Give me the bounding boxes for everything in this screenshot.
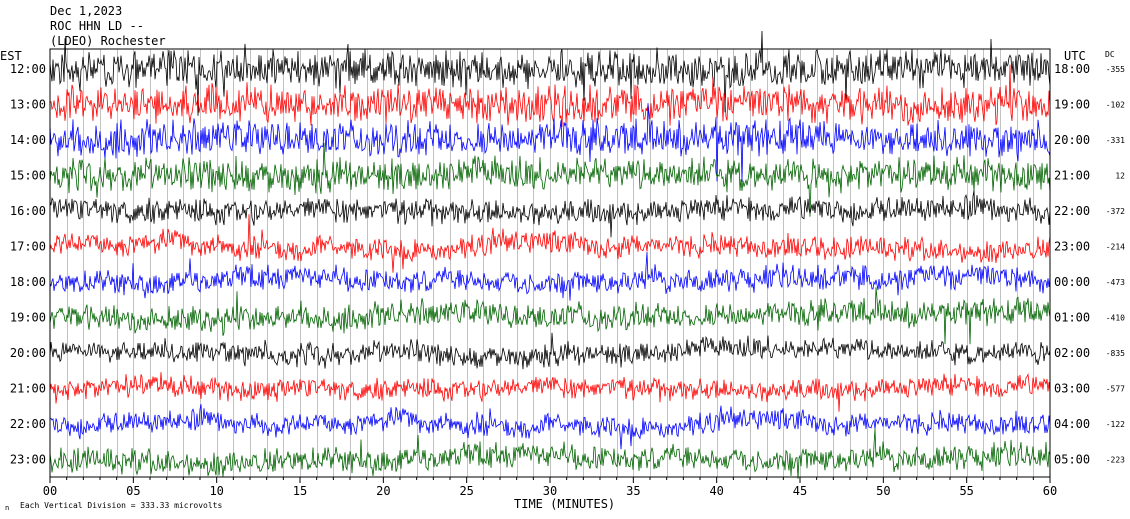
header-station: ROC HHN LD --	[50, 19, 144, 33]
dc-offset-label: -835	[1106, 349, 1125, 358]
dc-offset-label: -577	[1106, 385, 1125, 394]
dc-header-label: DC	[1105, 50, 1115, 59]
trace-1400	[49, 103, 1051, 182]
utc-hour-label: 21:00	[1054, 169, 1090, 183]
local-hour-label: 21:00	[10, 382, 46, 396]
dc-offset-label: -214	[1106, 243, 1125, 252]
utc-hour-label: 02:00	[1054, 346, 1090, 360]
local-hour-label: 17:00	[10, 240, 46, 254]
local-hour-label: 19:00	[10, 311, 46, 325]
trace-1900	[49, 287, 1051, 345]
dc-offset-label: -410	[1106, 314, 1125, 323]
x-tick-label: 35	[626, 484, 640, 498]
header-date: Dec 1,2023	[50, 4, 123, 18]
left-timezone-label: EST	[0, 49, 22, 63]
dc-offset-label: -355	[1106, 65, 1125, 74]
trace-1800	[49, 252, 1051, 301]
local-hour-label: 14:00	[10, 133, 46, 147]
x-tick-label: 10	[209, 484, 223, 498]
trace-2100	[49, 372, 1051, 412]
x-tick-label: 20	[376, 484, 390, 498]
x-axis-ticks: 00 05 10 15 20 25 30 35 40 45 50 55 60	[43, 477, 1057, 498]
local-hour-label: 18:00	[10, 275, 46, 289]
dc-offset-label: -122	[1106, 420, 1125, 429]
trace-1700	[49, 214, 1051, 273]
utc-hour-label: 22:00	[1054, 204, 1090, 218]
local-hour-label: 23:00	[10, 453, 46, 467]
utc-hour-label: 03:00	[1054, 382, 1090, 396]
local-hour-label: 13:00	[10, 98, 46, 112]
right-timezone-label: UTC	[1064, 49, 1086, 63]
x-tick-label: 05	[126, 484, 140, 498]
utc-hour-label: 00:00	[1054, 275, 1090, 289]
x-tick-label: 55	[959, 484, 973, 498]
dc-offset-label: -473	[1106, 278, 1125, 287]
x-tick-label: 30	[543, 484, 557, 498]
scale-note: Each Vertical Division = 333.33 microvol…	[20, 501, 222, 510]
dc-offset-label: -102	[1106, 101, 1125, 110]
local-hour-label: 15:00	[10, 169, 46, 183]
local-hour-label: 12:00	[10, 62, 46, 76]
x-tick-label: 40	[709, 484, 723, 498]
utc-hour-label: 18:00	[1054, 62, 1090, 76]
trace-1200	[49, 30, 1051, 116]
utc-hour-label: 23:00	[1054, 240, 1090, 254]
utc-hour-label: 01:00	[1054, 311, 1090, 325]
corner-mark: n	[5, 504, 9, 512]
seismic-traces	[49, 30, 1051, 479]
utc-hour-label: 19:00	[1054, 98, 1090, 112]
utc-hour-label: 05:00	[1054, 453, 1090, 467]
x-tick-label: 25	[459, 484, 473, 498]
trace-1300	[49, 64, 1051, 128]
dc-offset-label: -223	[1106, 456, 1125, 465]
x-tick-label: 00	[43, 484, 57, 498]
local-hour-label: 20:00	[10, 346, 46, 360]
trace-2300	[49, 428, 1051, 479]
x-axis-title: TIME (MINUTES)	[514, 497, 615, 511]
time-grid	[67, 49, 1034, 477]
local-hour-label: 16:00	[10, 204, 46, 218]
dc-offset-label: -372	[1106, 207, 1125, 216]
utc-hour-label: 04:00	[1054, 417, 1090, 431]
trace-1600	[49, 190, 1051, 238]
trace-2000	[49, 332, 1051, 370]
dc-offset-label: 12	[1115, 172, 1125, 181]
x-tick-label: 45	[793, 484, 807, 498]
x-tick-label: 60	[1043, 484, 1057, 498]
x-tick-label: 15	[293, 484, 307, 498]
trace-1500	[49, 142, 1051, 217]
local-hour-label: 22:00	[10, 417, 46, 431]
dc-offset-label: -331	[1106, 136, 1125, 145]
utc-hour-label: 20:00	[1054, 133, 1090, 147]
trace-2200	[49, 404, 1051, 450]
x-tick-label: 50	[876, 484, 890, 498]
hour-labels: 12:00 18:00 -355 13:00 19:00 -102 14:00 20:00 -3…	[10, 62, 1125, 467]
header-network: (LDEO) Rochester	[50, 34, 166, 48]
